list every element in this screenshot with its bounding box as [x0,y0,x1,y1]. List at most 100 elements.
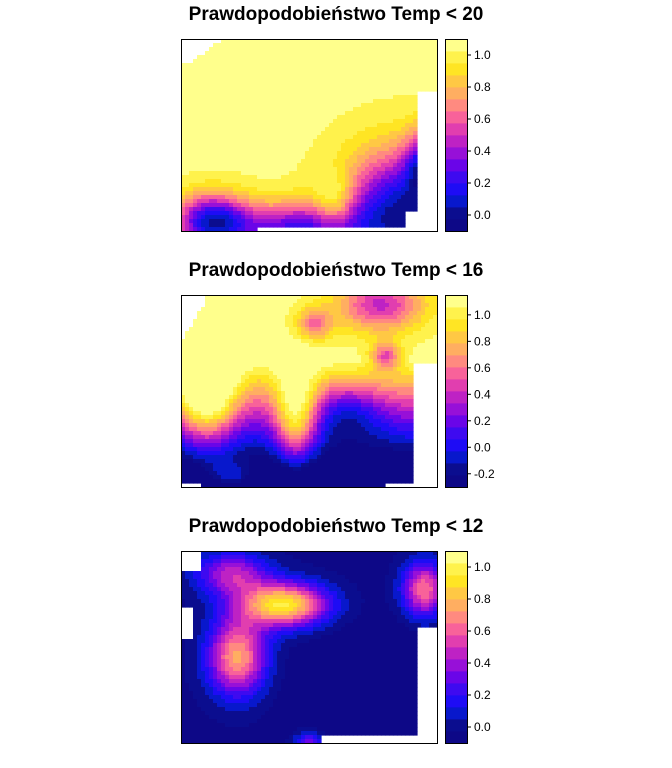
heatmap-cell [337,215,342,220]
heatmap-cell [361,219,366,224]
heatmap-cell [209,311,214,316]
heatmap-cell [297,379,302,384]
heatmap-cell [317,123,322,128]
heatmap-cell [353,123,358,128]
heatmap-cell [333,111,338,116]
heatmap-cell [361,319,366,324]
heatmap-cell [333,147,338,152]
heatmap-cell [381,435,386,440]
heatmap-cell [261,363,266,368]
heatmap-cell [389,167,394,172]
heatmap-cell [293,315,298,320]
heatmap-cell [237,155,242,160]
heatmap-svg: 0.00.20.40.60.81.0 [181,39,491,232]
heatmap-cell [413,335,418,340]
heatmap-cell [333,331,338,336]
heatmap-cell [225,147,230,152]
heatmap-cell [273,107,278,112]
heatmap-cell [321,383,326,388]
heatmap-cell [345,87,350,92]
heatmap-cell [209,179,214,184]
heatmap-cell [341,79,346,84]
heatmap-cell [269,99,274,104]
heatmap-cell [193,383,198,388]
heatmap-cell [393,395,398,400]
heatmap-cell [405,155,410,160]
heatmap-cell [321,327,326,332]
heatmap-cell [221,399,226,404]
heatmap-cell [413,183,418,188]
heatmap-cell [329,171,334,176]
heatmap-cell [409,303,414,308]
heatmap-cell [313,215,318,220]
heatmap-cell [261,135,266,140]
heatmap-cell [261,115,266,120]
heatmap-cell [293,71,298,76]
heatmap-cell [305,219,310,224]
heatmap-cell [301,107,306,112]
heatmap-cell [377,91,382,96]
heatmap-cell [409,71,414,76]
heatmap-cell [425,55,430,60]
heatmap-cell [249,315,254,320]
heatmap-cell [241,363,246,368]
heatmap-cell [417,335,422,340]
heatmap-cell [229,79,234,84]
heatmap-cell [293,431,298,436]
heatmap-cell [365,171,370,176]
heatmap-cell [321,59,326,64]
heatmap-cell [253,359,258,364]
heatmap-cell [273,127,278,132]
heatmap-cell [281,355,286,360]
heatmap-cell [265,51,270,56]
heatmap-cell [221,155,226,160]
heatmap-cell [337,123,342,128]
heatmap-cell [237,395,242,400]
heatmap-cell [285,355,290,360]
heatmap-cell [277,383,282,388]
heatmap-cell [225,399,230,404]
heatmap-cell [433,59,438,64]
heatmap-cell [189,107,194,112]
heatmap-cell [273,415,278,420]
heatmap-cell [257,111,262,116]
heatmap-cell [205,75,210,80]
heatmap-cell [401,391,406,396]
heatmap-cell [373,207,378,212]
heatmap-cell [285,179,290,184]
heatmap-cell [297,363,302,368]
heatmap-cell [221,159,226,164]
heatmap-cell [353,327,358,332]
heatmap-cell [233,347,238,352]
heatmap-cell [301,435,306,440]
heatmap-cell [409,371,414,376]
heatmap-cell [353,183,358,188]
heatmap-cell [429,359,434,364]
heatmap-cell [265,99,270,104]
heatmap-cell [373,331,378,336]
heatmap-cell [313,219,318,224]
heatmap-cell [377,67,382,72]
heatmap-cell [393,315,398,320]
heatmap-cell [293,103,298,108]
heatmap-cell [297,407,302,412]
heatmap-cell [289,159,294,164]
heatmap-cell [241,371,246,376]
heatmap-cell [357,191,362,196]
heatmap-cell [405,391,410,396]
heatmap-cell [305,47,310,52]
heatmap-cell [385,395,390,400]
heatmap-cell [373,159,378,164]
heatmap-cell [225,115,230,120]
heatmap-cell [337,111,342,116]
heatmap-cell [229,71,234,76]
heatmap-cell [397,215,402,220]
heatmap-cell [317,55,322,60]
heatmap-cell [317,415,322,420]
heatmap-cell [269,47,274,52]
heatmap-cell [349,359,354,364]
heatmap-cell [241,415,246,420]
heatmap-cell [201,55,206,60]
heatmap-cell [225,107,230,112]
heatmap-cell [293,371,298,376]
